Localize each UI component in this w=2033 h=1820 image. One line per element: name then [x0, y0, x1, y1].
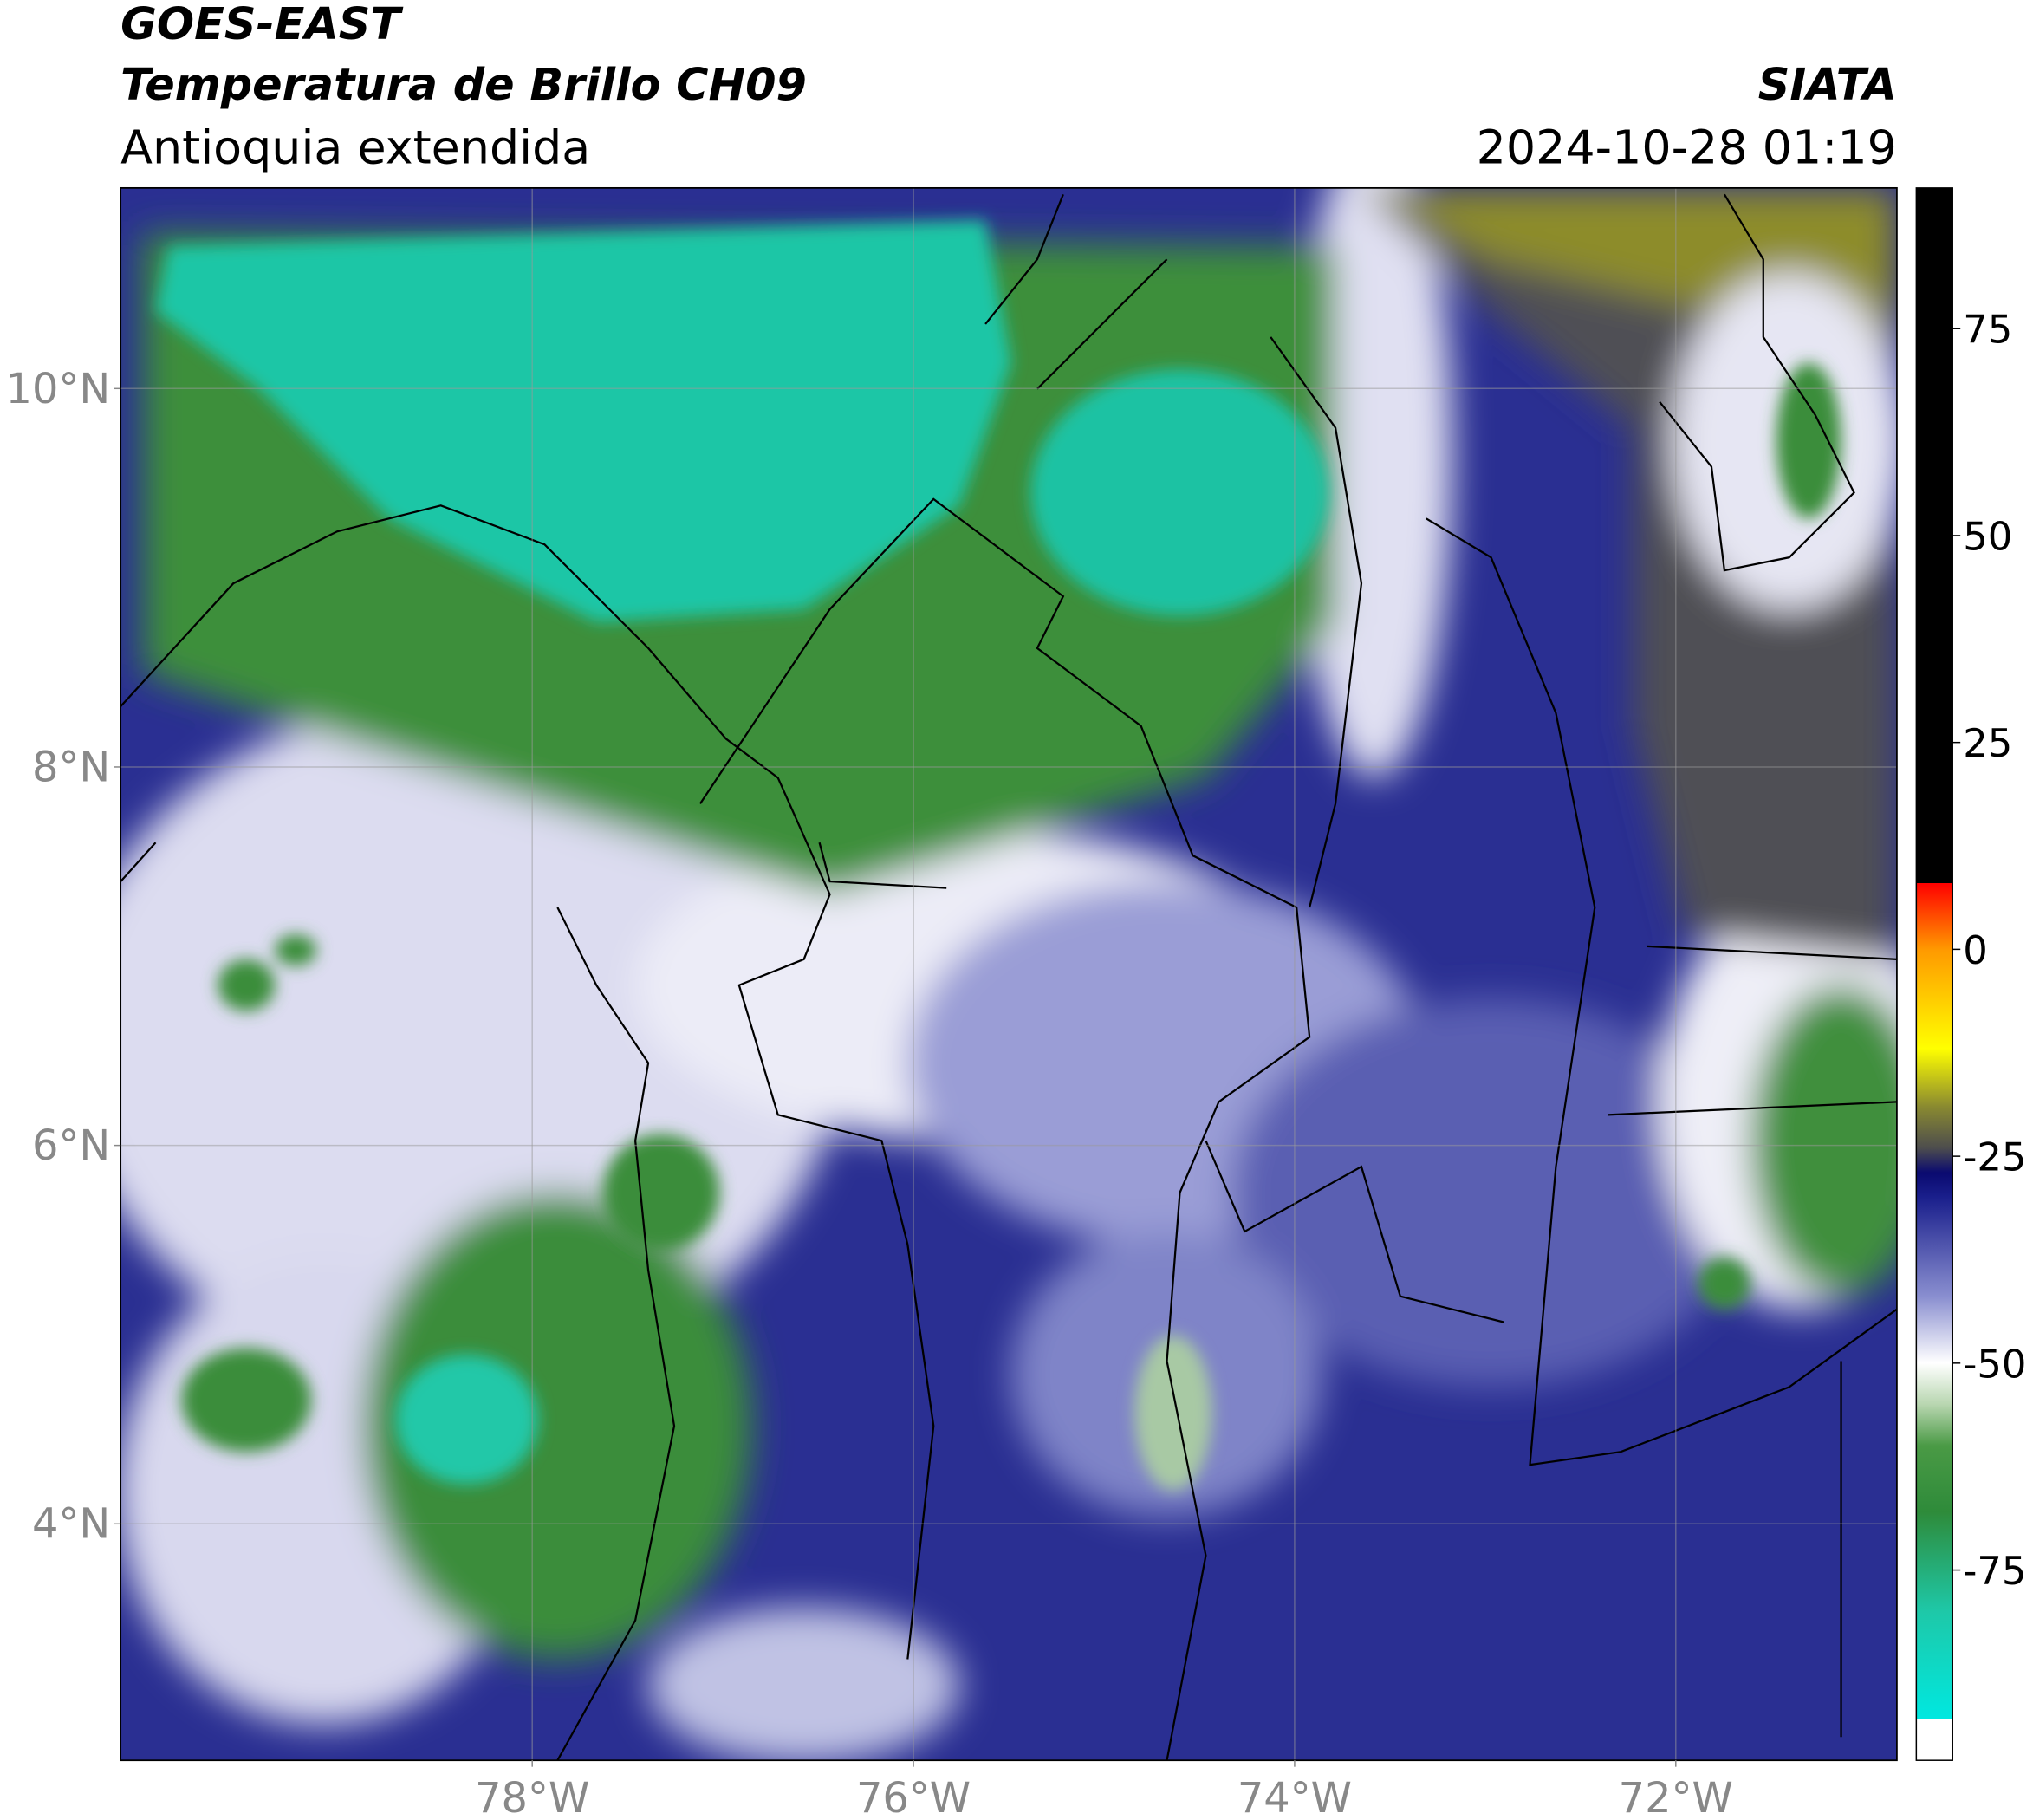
title: GOES-EAST [120, 0, 404, 49]
source: SIATA [1758, 59, 1897, 110]
colorbar-tick-label: -75 [1963, 1548, 2026, 1594]
region: Antioquia extendida [120, 120, 590, 174]
y-tick-label: 10°N [6, 366, 111, 413]
colorbar-tick-label: 75 [1963, 307, 2012, 353]
colorbar-tick-label: -25 [1963, 1134, 2026, 1180]
x-tick-label: 72°W [1619, 1775, 1733, 1820]
colorbar [1915, 187, 1953, 1761]
satellite-image [120, 187, 1897, 1761]
x-tick-label: 74°W [1237, 1775, 1352, 1820]
grid [120, 187, 1897, 1761]
subtitle: Temperatura de Brillo CH09 [120, 59, 807, 110]
colorbar-tick-label: -50 [1963, 1341, 2026, 1387]
colorbar-tick-label: 0 [1963, 927, 1988, 973]
colorbar-tick-label: 50 [1963, 513, 2012, 559]
x-tick-label: 76°W [856, 1775, 971, 1820]
x-tick-label: 78°W [475, 1775, 589, 1820]
y-tick-label: 6°N [32, 1122, 110, 1170]
y-tick-label: 4°N [32, 1501, 110, 1549]
map-frame [120, 186, 1898, 1762]
colorbar-tick-label: 25 [1963, 720, 2012, 766]
datetime: 2024-10-28 01:19 [1477, 120, 1897, 174]
borders [120, 193, 1897, 1761]
y-tick-label: 8°N [32, 744, 110, 791]
